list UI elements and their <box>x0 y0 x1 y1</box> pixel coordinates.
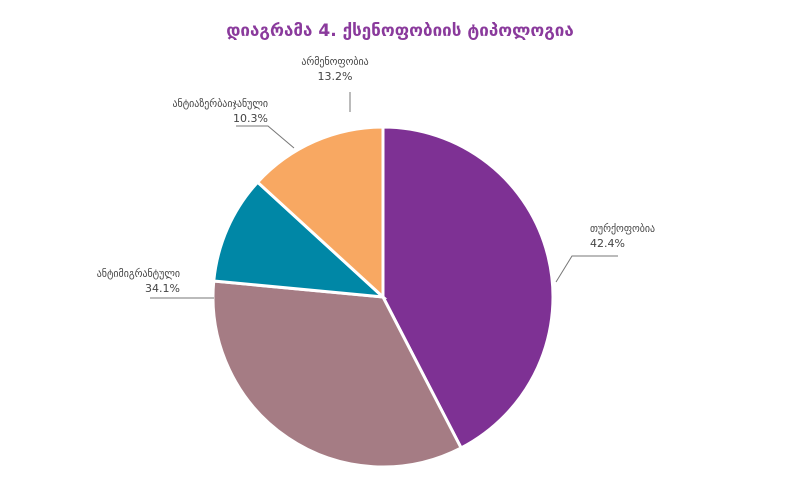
slice-value-label-3: 10.3% <box>233 112 268 125</box>
slice-name-label-3: ანტიაზერბაიჯანული <box>173 97 269 110</box>
slice-value-label-2: 34.1% <box>145 282 180 295</box>
pie-slices <box>211 125 555 469</box>
pie-slice-2 <box>211 279 464 469</box>
slice-value-label-4: 13.2% <box>318 70 353 83</box>
leader-line-3 <box>236 125 295 149</box>
pie-slice-4 <box>255 125 385 301</box>
leader-line-1 <box>555 255 618 283</box>
slice-name-label-2: ანტიმიგრანტული <box>97 267 180 280</box>
pie-slice-3 <box>212 180 388 299</box>
chart-title: დიაგრამა 4. ქსენოფობიის ტიპოლოგია <box>226 21 574 41</box>
slice-value-label-1: 42.4% <box>590 237 625 250</box>
pie-labels: თურქოფობია 42.4% ანტიმიგრანტული 34.1% ანტიაზ… <box>97 55 655 299</box>
slice-name-label-1: თურქოფობია <box>590 222 655 235</box>
slice-name-label-4: არმენოფობია <box>301 55 368 68</box>
pie-slice-1 <box>381 125 555 451</box>
